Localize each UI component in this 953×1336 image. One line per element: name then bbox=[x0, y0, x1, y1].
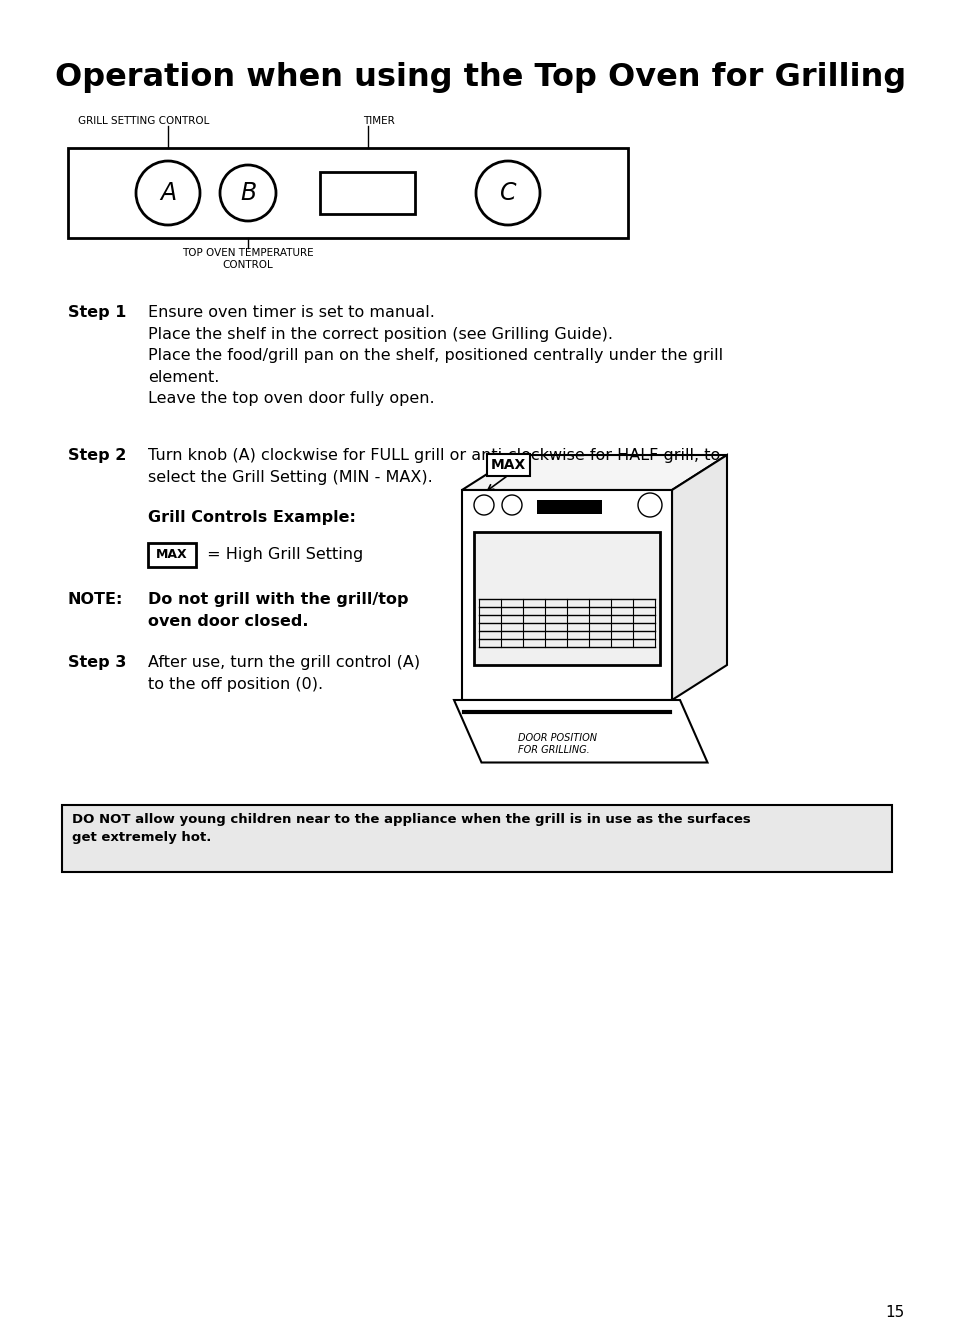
Bar bbox=[474, 532, 659, 665]
Text: Do not grill with the grill/top
oven door closed.: Do not grill with the grill/top oven doo… bbox=[148, 592, 408, 629]
Text: TOP OVEN TEMPERATURE
CONTROL: TOP OVEN TEMPERATURE CONTROL bbox=[182, 248, 314, 270]
Text: Turn knob (A) clockwise for FULL grill or anti-clockwise for HALF grill, to
sele: Turn knob (A) clockwise for FULL grill o… bbox=[148, 448, 720, 485]
Polygon shape bbox=[671, 456, 726, 700]
Text: GRILL SETTING CONTROL: GRILL SETTING CONTROL bbox=[78, 116, 209, 126]
Text: TIMER: TIMER bbox=[363, 116, 395, 126]
Polygon shape bbox=[461, 456, 726, 490]
Text: Step 3: Step 3 bbox=[68, 655, 126, 669]
Text: Operation when using the Top Oven for Grilling: Operation when using the Top Oven for Gr… bbox=[55, 61, 905, 94]
Text: 15: 15 bbox=[884, 1305, 903, 1320]
Bar bbox=[537, 500, 601, 514]
Bar bbox=[62, 806, 891, 872]
Text: C: C bbox=[499, 180, 516, 204]
Bar bbox=[68, 148, 627, 238]
Text: DO NOT allow young children near to the appliance when the grill is in use as th: DO NOT allow young children near to the … bbox=[71, 814, 750, 844]
Circle shape bbox=[474, 496, 494, 514]
Text: Grill Controls Example:: Grill Controls Example: bbox=[148, 510, 355, 525]
Text: Ensure oven timer is set to manual.
Place the shelf in the correct position (see: Ensure oven timer is set to manual. Plac… bbox=[148, 305, 722, 406]
Circle shape bbox=[476, 162, 539, 224]
Text: B: B bbox=[239, 180, 255, 204]
Bar bbox=[461, 490, 671, 700]
Text: MAX: MAX bbox=[491, 458, 525, 472]
Circle shape bbox=[638, 493, 661, 517]
Text: = High Grill Setting: = High Grill Setting bbox=[202, 548, 363, 562]
Text: Step 1: Step 1 bbox=[68, 305, 126, 321]
Text: A: A bbox=[160, 180, 176, 204]
Text: NOTE:: NOTE: bbox=[68, 592, 123, 607]
Polygon shape bbox=[454, 700, 707, 763]
Circle shape bbox=[136, 162, 200, 224]
Text: MAX: MAX bbox=[156, 549, 188, 561]
Text: Step 2: Step 2 bbox=[68, 448, 126, 464]
Circle shape bbox=[220, 166, 275, 220]
Text: DOOR POSITION
FOR GRILLING.: DOOR POSITION FOR GRILLING. bbox=[518, 733, 597, 755]
Text: After use, turn the grill control (A)
to the off position (0).: After use, turn the grill control (A) to… bbox=[148, 655, 419, 692]
Circle shape bbox=[501, 496, 521, 514]
Bar bbox=[320, 172, 416, 214]
Bar bbox=[148, 542, 195, 566]
